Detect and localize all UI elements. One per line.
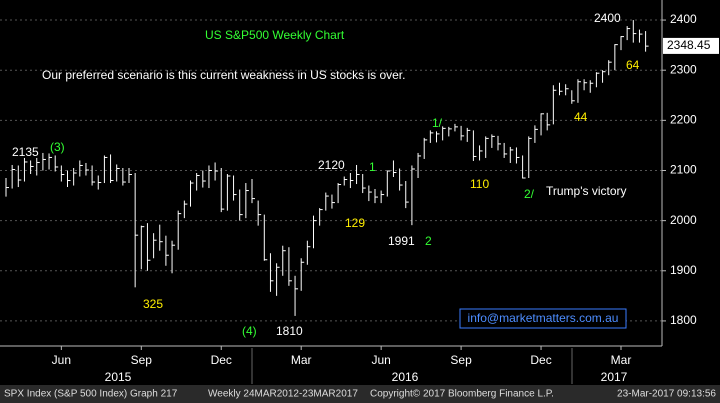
- annotation: Trump's victory: [546, 184, 627, 198]
- annotation: 129: [345, 216, 365, 230]
- x-tick-label: Dec: [211, 353, 232, 367]
- y-tick-label: 1800: [670, 313, 697, 327]
- year-label: 2017: [601, 370, 628, 384]
- footer-text: Weekly 24MAR2012-23MAR2017: [208, 389, 358, 400]
- x-tick-label: Jun: [52, 353, 71, 367]
- annotation: 2: [425, 234, 432, 248]
- contact-box: [459, 308, 627, 329]
- footer-text: SPX Index (S&P 500 Index) Graph 217: [4, 389, 178, 400]
- annotation: 2/: [524, 187, 535, 201]
- y-tick-label: 2000: [670, 213, 697, 227]
- annotation: 1/: [432, 116, 443, 130]
- x-tick-label: Jun: [371, 353, 390, 367]
- annotation: 2135: [12, 145, 39, 159]
- annotation: 1991: [388, 234, 415, 248]
- last-price-box: [663, 37, 719, 54]
- annotation: (4): [242, 324, 257, 338]
- annotation: 2120: [318, 158, 345, 172]
- annotation: 1810: [276, 324, 303, 338]
- annotation: 110: [470, 177, 489, 191]
- chart-title: US S&P500 Weekly Chart: [205, 28, 345, 42]
- y-tick-label: 1900: [670, 263, 697, 277]
- footer-text: Copyright© 2017 Bloomberg Finance L.P.: [370, 389, 554, 400]
- annotation: 2400: [594, 11, 621, 25]
- y-tick-label: 2300: [670, 62, 697, 76]
- bars: [5, 20, 649, 316]
- y-tick-label: 2100: [670, 163, 697, 177]
- subtitle: Our preferred scenario is this current w…: [42, 68, 405, 82]
- y-tick-label: 2400: [670, 12, 697, 26]
- last-price: 2348.45: [667, 38, 711, 52]
- contact: info@marketmatters.com.au: [468, 311, 619, 325]
- year-label: 2016: [392, 370, 419, 384]
- x-tick-label: Sep: [450, 353, 472, 367]
- footer-text: 23-Mar-2017 09:13:56: [617, 389, 716, 400]
- x-tick-label: Mar: [611, 353, 632, 367]
- footer-bar: [0, 385, 720, 403]
- annotation: 1: [369, 160, 376, 174]
- year-label: 2015: [105, 370, 132, 384]
- x-tick-label: Dec: [530, 353, 551, 367]
- annotation: (3): [50, 140, 65, 154]
- annotation: 64: [626, 58, 640, 72]
- annotation: 44: [574, 110, 588, 124]
- x-tick-label: Mar: [291, 353, 312, 367]
- x-tick-label: Sep: [131, 353, 153, 367]
- annotation: 325: [143, 297, 163, 311]
- y-tick-label: 2200: [670, 113, 697, 127]
